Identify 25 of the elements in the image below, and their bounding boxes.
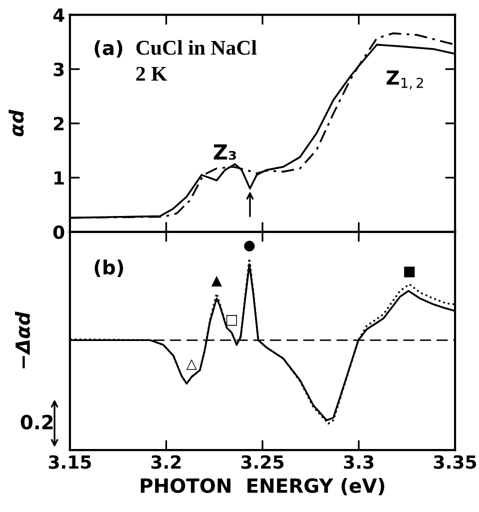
y-tick-label: 3 xyxy=(54,62,64,76)
x-tick-label: 3.2 xyxy=(151,455,181,469)
annotation: CuCl in NaCl xyxy=(136,40,257,55)
y-axis-title: αd xyxy=(8,110,24,136)
annotation: △ xyxy=(186,359,197,370)
x-axis-title: PHOTON ENERGY (eV) xyxy=(140,478,384,496)
y-tick-label: 4 xyxy=(53,8,64,22)
annotation: ● xyxy=(244,240,255,252)
text: 0.2 xyxy=(20,414,53,430)
x-tick-label: 3.25 xyxy=(241,455,284,469)
annotation: 2 K xyxy=(136,66,168,81)
y-axis-title: −Δαd xyxy=(15,312,30,368)
x-tick-label: 3.3 xyxy=(344,455,374,469)
annotation: ■ xyxy=(404,266,415,278)
annotation: □ xyxy=(226,315,237,326)
annotation: (b) xyxy=(94,260,124,277)
annotation: ▲ xyxy=(211,276,222,286)
y-tick-label: 1 xyxy=(54,171,64,185)
annotation: (a) xyxy=(94,40,122,58)
annotation: Z$_{1,2}$ xyxy=(386,70,423,90)
x-tick-label: 3.35 xyxy=(434,455,476,469)
annotation: Z₃ xyxy=(214,144,236,160)
y-tick-label: 0 xyxy=(53,225,64,240)
y-tick-label: 2 xyxy=(54,116,64,130)
x-tick-label: 3.15 xyxy=(48,455,91,469)
